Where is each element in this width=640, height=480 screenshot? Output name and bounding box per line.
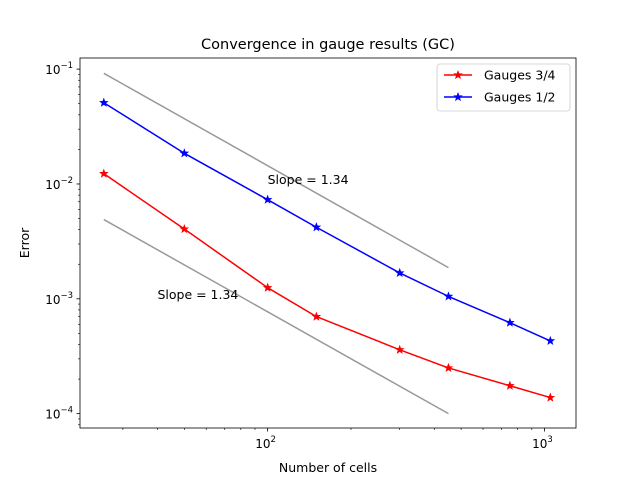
data-point-gauges-1-2 xyxy=(505,317,515,327)
chart-title: Convergence in gauge results (GC) xyxy=(201,37,455,53)
data-point-gauges-1-2 xyxy=(443,291,454,301)
data-point-gauges-1-2 xyxy=(545,335,556,345)
legend-label-gauges-3-4: Gauges 3/4 xyxy=(484,68,556,83)
legend-marker-gauges-1-2 xyxy=(453,91,463,102)
data-point-gauges-1-2 xyxy=(311,222,322,232)
y-tick-label: 10−4 xyxy=(45,406,73,422)
data-point-gauges-1-2 xyxy=(99,97,109,107)
series-line-gauges-1-2 xyxy=(103,102,551,342)
x-tick-label: 103 xyxy=(532,435,553,451)
series-gauges-1-2 xyxy=(99,97,556,345)
slope-annotation: Slope = 1.34 xyxy=(268,172,349,187)
upper-slope-line xyxy=(103,72,449,269)
ticks-layer: 102 103 10−1 10−2 10−3 10−4 xyxy=(45,61,553,451)
legend-marker-gauges-3-4 xyxy=(453,69,463,80)
reference-lines xyxy=(103,72,449,415)
legend-entry-gauges-3-4: Gauges 3/4 xyxy=(444,68,556,83)
data-point-gauges-1-2 xyxy=(394,267,405,278)
x-axis-label: Number of cells xyxy=(279,460,377,475)
legend: Gauges 3/4 Gauges 1/2 xyxy=(436,63,571,112)
y-axis-label: Error xyxy=(17,227,32,258)
lower-slope-line xyxy=(103,218,449,415)
plot-area xyxy=(80,58,576,428)
legend-entry-gauges-1-2: Gauges 1/2 xyxy=(444,90,556,105)
data-point-gauges-3-4 xyxy=(262,282,273,292)
data-point-gauges-3-4 xyxy=(311,311,322,321)
y-tick-label: 10−1 xyxy=(45,61,73,77)
data-point-gauges-1-2 xyxy=(179,148,190,158)
y-tick-label: 10−3 xyxy=(45,291,73,307)
data-point-gauges-3-4 xyxy=(545,392,556,402)
data-point-gauges-3-4 xyxy=(505,380,515,390)
series-layer xyxy=(99,97,556,402)
x-tick-label: 102 xyxy=(255,435,276,451)
data-point-gauges-3-4 xyxy=(394,344,405,354)
data-point-gauges-3-4 xyxy=(99,168,109,178)
series-gauges-3-4 xyxy=(99,168,556,402)
y-tick-label: 10−2 xyxy=(45,176,73,192)
annotation-layer: Slope = 1.34 Slope = 1.34 xyxy=(157,172,348,302)
legend-label-gauges-1-2: Gauges 1/2 xyxy=(484,90,556,105)
plot-frame xyxy=(79,57,577,429)
data-point-gauges-3-4 xyxy=(179,223,190,234)
data-point-gauges-3-4 xyxy=(443,362,454,373)
series-line-gauges-3-4 xyxy=(103,173,551,399)
slope-annotation: Slope = 1.34 xyxy=(157,287,238,302)
data-point-gauges-1-2 xyxy=(262,194,273,204)
